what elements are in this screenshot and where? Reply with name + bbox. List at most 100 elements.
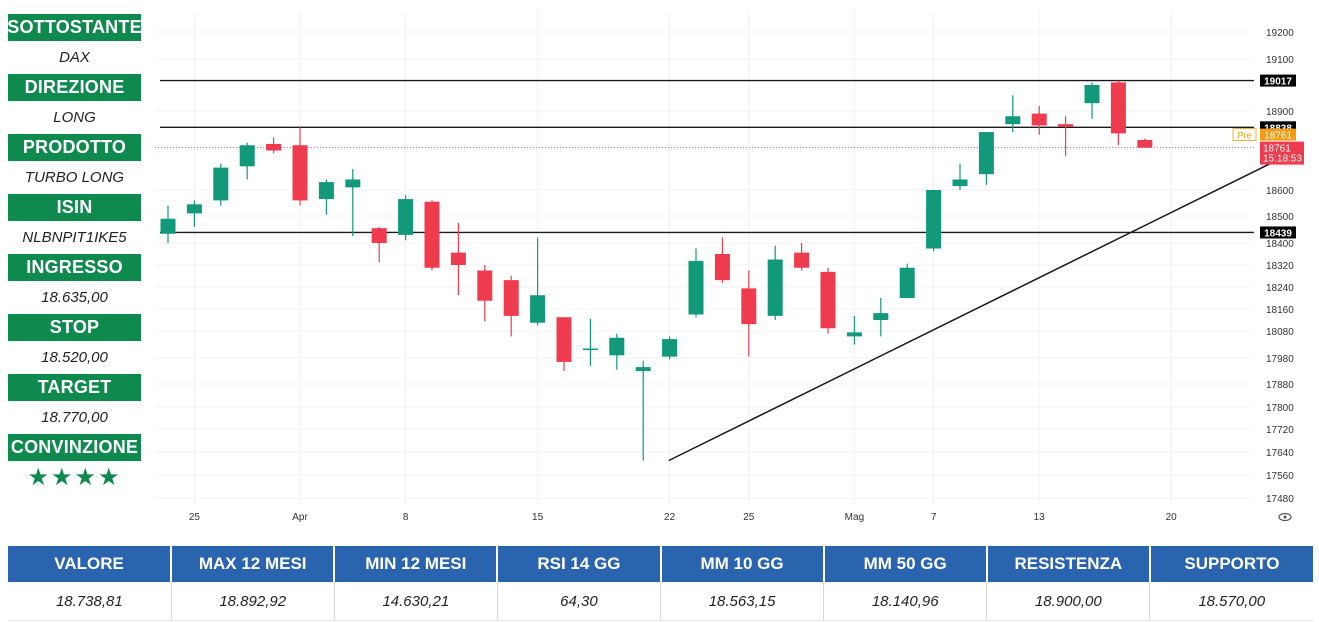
y-tick-label: 17980 <box>1266 354 1294 365</box>
countdown-label: 15:18:53 <box>1263 154 1302 165</box>
value-resistenza: 18.900,00 <box>986 582 1151 621</box>
price-tag-label: 19017 <box>1264 77 1292 88</box>
candle-up <box>160 218 176 234</box>
price-chart[interactable]: 19200 19100 18900 18600 18500 18400 18320 18240… <box>155 12 1315 527</box>
pre-badge-label: Pre <box>1237 131 1251 141</box>
candle-down <box>371 228 387 243</box>
y-tick-label: 18160 <box>1266 305 1294 316</box>
value-direzione: LONG <box>53 109 96 126</box>
value-valore: 18.738,81 <box>8 582 172 621</box>
candle-up <box>846 332 862 337</box>
candle-up <box>926 190 942 249</box>
value-isin: NLBNPIT1IKE5 <box>22 229 127 246</box>
stats-header-row: VALORE MAX 12 MESI MIN 12 MESI RSI 14 GG… <box>8 546 1313 582</box>
x-tick-label: 15 <box>532 512 544 523</box>
candle-up <box>688 260 704 315</box>
value-min-12-mesi: 14.630,21 <box>334 582 498 621</box>
y-tick-label: 18080 <box>1266 327 1294 338</box>
label-prodotto: PRODOTTO <box>8 134 141 161</box>
value-rsi-14-gg: 64,30 <box>497 582 662 621</box>
candle-up <box>186 204 202 214</box>
label-sottostante: SOTTOSTANTE <box>7 14 142 41</box>
label-isin: ISIN <box>8 194 141 221</box>
value-ingresso: 18.635,00 <box>41 289 108 306</box>
trade-info-panel: SOTTOSTANTE DAX DIREZIONE LONG PRODOTTO … <box>7 14 142 494</box>
candle-up <box>662 339 678 357</box>
candle-up <box>899 267 915 298</box>
x-tick-label: 22 <box>664 512 676 523</box>
y-tick-label: 18600 <box>1266 186 1294 197</box>
candle-up <box>1005 116 1021 125</box>
y-tick-label: 18240 <box>1266 283 1294 294</box>
price-tag <box>1260 74 1296 87</box>
candle-down <box>450 252 466 265</box>
label-direzione: DIREZIONE <box>8 74 141 101</box>
candle-down <box>556 317 572 362</box>
candle-down <box>1137 139 1153 148</box>
candle-up <box>767 259 783 316</box>
candle-up <box>345 179 361 188</box>
candle-up <box>213 167 229 201</box>
label-target: TARGET <box>8 374 141 401</box>
header-rsi-14-gg: RSI 14 GG <box>497 546 662 582</box>
y-tick-label: 18400 <box>1266 239 1294 250</box>
last-price-label: 18761 <box>1263 144 1291 155</box>
value-max-12-mesi: 18.892,92 <box>171 582 335 621</box>
candle-up <box>318 182 334 200</box>
header-supporto: SUPPORTO <box>1149 546 1313 582</box>
header-mm-50-gg: MM 50 GG <box>823 546 988 582</box>
label-stop: STOP <box>8 314 141 341</box>
price-tags: 190171883818439Pre187611876115:18:53 <box>1232 74 1304 239</box>
pre-price-tag <box>1260 128 1296 141</box>
candle-up <box>1084 85 1100 104</box>
y-tick-label: 17880 <box>1266 380 1294 391</box>
price-tag-label: 18439 <box>1264 228 1292 239</box>
candle-up <box>978 132 994 175</box>
header-min-12-mesi: MIN 12 MESI <box>334 546 499 582</box>
value-mm-10-gg: 18.563,15 <box>660 582 825 621</box>
candle-down <box>292 145 308 201</box>
y-tick-label: 18500 <box>1266 212 1294 223</box>
value-supporto: 18.570,00 <box>1149 582 1313 621</box>
candle-down <box>714 254 730 281</box>
candle-up <box>582 348 598 351</box>
value-prodotto: TURBO LONG <box>24 169 125 186</box>
y-tick-label: 17640 <box>1266 448 1294 459</box>
header-resistenza: RESISTENZA <box>986 546 1151 582</box>
y-tick-label: 18320 <box>1266 261 1294 272</box>
candle-up <box>530 295 546 323</box>
levels <box>155 79 1282 462</box>
value-sottostante: DAX <box>59 49 90 66</box>
x-tick-label: 8 <box>403 512 409 523</box>
header-valore: VALORE <box>8 546 173 582</box>
value-stop: 18.520,00 <box>41 349 108 366</box>
x-tick-label: 13 <box>1034 512 1046 523</box>
y-tick-label: 17480 <box>1266 494 1294 505</box>
label-convinzione: CONVINZIONE <box>8 434 141 461</box>
grid <box>155 12 1250 504</box>
candle-up <box>952 179 968 187</box>
y-tick-label: 19100 <box>1266 55 1294 66</box>
candle-down <box>820 271 836 329</box>
candle-down <box>741 288 757 325</box>
x-tick-label: Mag <box>845 512 864 523</box>
rating-stars: ★★★★ <box>27 464 122 491</box>
settings-eye-icon[interactable] <box>1278 512 1292 522</box>
candlestick-chart[interactable]: 19200 19100 18900 18600 18500 18400 18320 18240… <box>155 12 1315 527</box>
candle-down <box>1031 113 1047 126</box>
candle-down <box>794 252 810 268</box>
candle-down <box>503 280 519 316</box>
value-target: 18.770,00 <box>41 409 108 426</box>
stats-table: VALORE MAX 12 MESI MIN 12 MESI RSI 14 GG… <box>8 546 1313 621</box>
y-tick-label: 17800 <box>1266 403 1294 414</box>
stats-value-row: 18.738,81 18.892,92 14.630,21 64,30 18.5… <box>8 582 1313 621</box>
price-tag <box>1260 226 1296 239</box>
label-ingresso: INGRESSO <box>8 254 141 281</box>
y-tick-label: 17560 <box>1266 471 1294 482</box>
candle-down <box>1110 82 1126 134</box>
last-price-tag <box>1260 141 1304 165</box>
candle-down <box>1058 124 1074 127</box>
candle-up <box>873 313 889 320</box>
x-tick-label: 20 <box>1166 512 1178 523</box>
x-tick-label: Apr <box>292 512 308 523</box>
